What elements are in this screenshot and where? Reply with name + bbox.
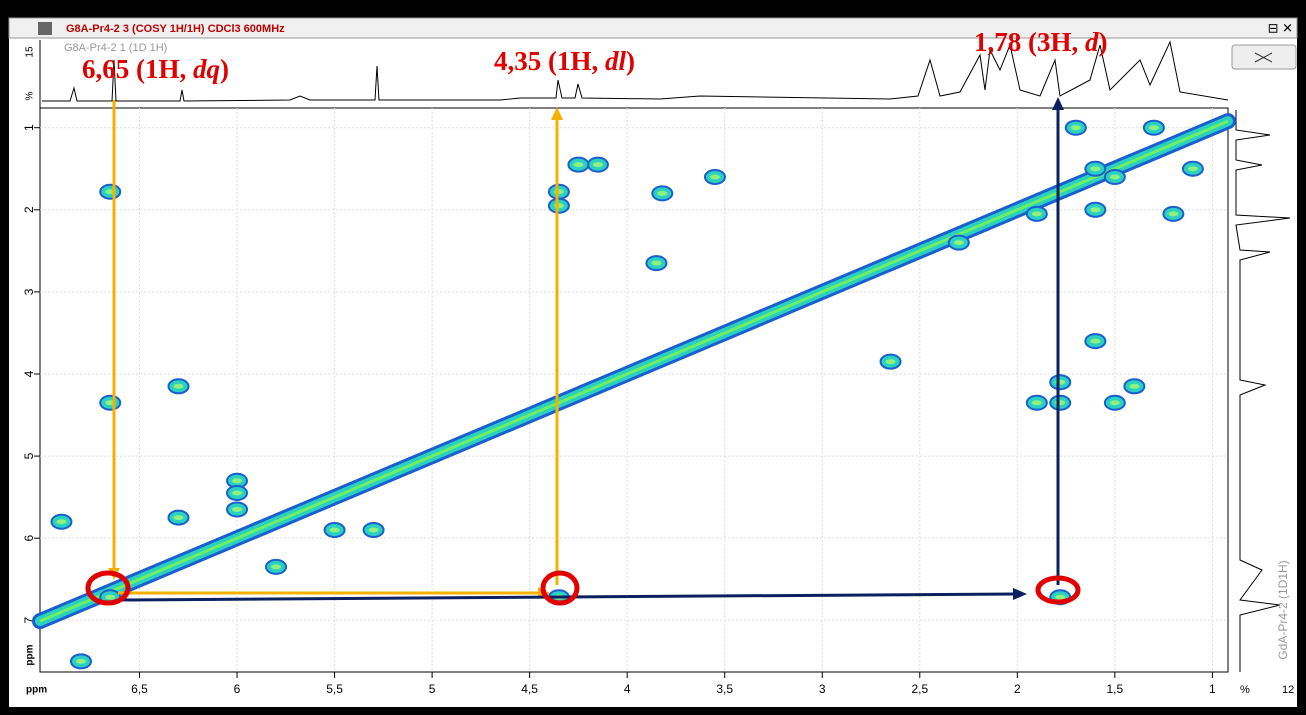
cross-peak-core [1090,207,1101,213]
cross-peak-core [592,162,603,168]
top-trace-label: G8A-Pr4-2 1 (1D 1H) [64,42,167,54]
cross-peak-core [232,506,243,512]
cross-peak-core [553,203,564,209]
arrow-head [1052,97,1064,110]
x-tick-label: 2,5 [911,682,928,696]
x-tick-label: 5,5 [326,682,343,696]
annotation: 6,65 (1H, dq) [82,54,229,84]
top-scale-unit: % [25,91,36,100]
x-unit: ppm [26,685,47,696]
cross-peak-core [56,519,67,525]
cross-peak-core [232,478,243,484]
x-tick-label: 3 [819,682,826,696]
cross-peak-core [1055,594,1066,600]
y-tick-label: 2 [22,206,36,213]
cross-peak-core [885,359,896,365]
diagonal [39,119,1229,623]
cross-peak-core [953,240,964,246]
annotation-text: ) [1099,27,1108,57]
cross-peak-core [553,189,564,195]
cross-peak-core [329,527,340,533]
window-icon [38,22,52,35]
right-trace [1235,110,1291,672]
cross-peak-core [657,190,668,196]
x-tick-label: 1 [1209,682,1216,696]
highlight-circle [540,570,580,606]
annotation-text: 1,78 (3H, [974,27,1085,57]
cross-peak-core [709,174,720,180]
right-trace-label: GdA-Pr4-2 (1D1H) [1276,560,1290,659]
x-tick-label: 4,5 [521,682,538,696]
annotation: 4,35 (1H, dl) [494,46,635,76]
y-tick-label: 1 [22,124,36,131]
x-tick-label: 3,5 [716,682,733,696]
annotation-text: ) [220,54,229,84]
window-controls[interactable]: ⊟ ✕ [1268,20,1293,35]
annotation-layer: 6,65 (1H, dq) 4,35 (1H, dl) 1,78 (3H, d) [82,27,1108,606]
arrow [117,592,1016,602]
x-tick-label: 1,5 [1107,682,1124,696]
cross-peak-core [573,162,584,168]
cross-peak-core [1031,211,1042,217]
cross-peak-core [368,527,379,533]
x-tick-label: 5 [429,682,436,696]
annotation: 1,78 (3H, d) [974,27,1108,57]
top-trace [42,40,1229,102]
y-tick-label: 6 [22,535,36,542]
cross-peak-core [1148,125,1159,131]
cross-peak-core [232,490,243,496]
arrow-head [1013,588,1027,600]
cross-peak-core [1090,166,1101,172]
window-title: G8A-Pr4-2 3 (COSY 1H/1H) CDCl3 600MHz [66,23,285,35]
cross-peak-core [105,594,116,600]
highlight-circle [1035,575,1081,605]
x-tick-label: 6,5 [131,682,148,696]
highlight-circle [85,570,131,606]
annotation-multiplicity: dl [605,46,627,76]
cross-peak-core [1090,338,1101,344]
annotation-text: 4,35 (1H, [494,46,605,76]
right-scale-max: 12 [1282,684,1294,696]
plot-area: 6,5 6 5,5 5 4,5 4 3,5 3 2,5 2 1,5 1 1 2 3 4 5 6 7 [22,107,1236,696]
annotation-text: 6,65 (1H, [82,54,193,84]
cross-peak-core [75,658,86,664]
cross-peak-core [651,260,662,266]
right-scale-unit: % [1240,684,1250,696]
cross-peak-core [173,383,184,389]
x-tick-label: 2 [1014,682,1021,696]
cross-peak-core [1070,125,1081,131]
x-tick-label: 6 [234,682,241,696]
cross-peak-core [1031,400,1042,406]
annotation-multiplicity: dq [193,54,220,84]
annotation-multiplicity: d [1085,27,1099,57]
x-tick-label: 4 [624,682,631,696]
y-tick-label: 5 [22,452,36,459]
arrow-head [551,107,563,120]
cross-peak-core [173,515,184,521]
scissors-icon [1254,52,1273,63]
cross-peak-core [1187,166,1198,172]
y-unit: ppm [25,644,36,665]
top-scale-max: 15 [25,46,36,58]
cross-peak-core [271,564,282,570]
cross-peak-core [1109,400,1120,406]
y-tick-label: 3 [22,288,36,295]
annotation-text: ) [626,46,635,76]
cross-peak-core [1168,211,1179,217]
title-bar [8,17,1298,39]
y-tick-label: 4 [22,370,36,377]
cross-peak-core [1129,383,1140,389]
y-tick-label: 7 [22,617,36,624]
cross-peak-core [1109,174,1120,180]
